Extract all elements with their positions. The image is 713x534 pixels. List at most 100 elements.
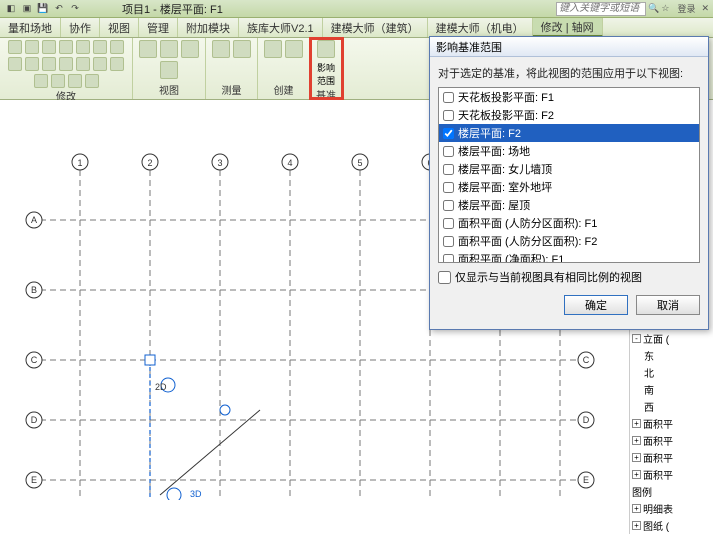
tree-item[interactable]: 南 [630, 381, 713, 398]
tree-item[interactable]: +面积平 [630, 415, 713, 432]
list-item[interactable]: 楼层平面: F2 [439, 124, 699, 142]
list-item-label: 面积平面 (净面积): F1 [458, 251, 564, 263]
tree-item[interactable]: +图纸 ( [630, 517, 713, 534]
ribbon-icon[interactable] [160, 61, 178, 79]
ribbon-icon[interactable] [76, 57, 90, 71]
list-item[interactable]: 面积平面 (净面积): F1 [439, 250, 699, 263]
tree-expander-icon[interactable]: + [632, 504, 641, 513]
list-item[interactable]: 面积平面 (人防分区面积): F1 [439, 214, 699, 232]
search-icon[interactable]: 🔍 [648, 3, 659, 14]
ribbon-icon[interactable] [233, 40, 251, 58]
tree-item[interactable]: 图例 [630, 483, 713, 500]
tree-expander-icon[interactable]: + [632, 470, 641, 479]
ribbon-icon[interactable] [285, 40, 303, 58]
ribbon-icon[interactable] [160, 40, 178, 58]
list-item-checkbox[interactable] [443, 110, 454, 121]
tree-expander-icon[interactable]: + [632, 453, 641, 462]
open-icon[interactable]: ▣ [20, 2, 34, 16]
list-item-checkbox[interactable] [443, 146, 454, 157]
tab-0[interactable]: 量和场地 [0, 18, 61, 37]
tree-expander-icon[interactable]: + [632, 521, 641, 530]
ribbon-group-基准: 影响 范围基准 [310, 38, 343, 99]
tree-expander-icon[interactable]: + [632, 436, 641, 445]
redo-icon[interactable]: ↷ [68, 2, 82, 16]
star-icon[interactable]: ☆ [661, 3, 669, 14]
ribbon-icon[interactable] [317, 40, 335, 58]
tree-item[interactable]: 东 [630, 347, 713, 364]
list-item[interactable]: 楼层平面: 屋顶 [439, 196, 699, 214]
tab-3[interactable]: 管理 [139, 18, 178, 37]
login-link[interactable]: 登录 [677, 2, 695, 15]
cancel-button[interactable]: 取消 [636, 295, 700, 315]
list-item-checkbox[interactable] [443, 200, 454, 211]
list-item[interactable]: 面积平面 (人防分区面积): F2 [439, 232, 699, 250]
views-listbox[interactable]: 天花板投影平面: F1天花板投影平面: F2 楼层平面: F2楼层平面: 场地楼层… [438, 87, 700, 263]
project-browser[interactable]: -立面 (东北南西+面积平+面积平+面积平+面积平图例+明细表+图纸 ( [629, 330, 713, 534]
tab-4[interactable]: 附加模块 [178, 18, 239, 37]
ribbon-icon[interactable] [68, 74, 82, 88]
same-scale-checkbox[interactable] [438, 271, 451, 284]
ribbon-icon[interactable] [181, 40, 199, 58]
tab-6[interactable]: 建模大师（建筑） [323, 18, 428, 37]
tree-expander-icon[interactable]: + [632, 419, 641, 428]
ribbon-icon[interactable] [34, 74, 48, 88]
tree-item[interactable]: 北 [630, 364, 713, 381]
list-item-label: 天花板投影平面: F2 [458, 107, 554, 123]
tab-2[interactable]: 视图 [100, 18, 139, 37]
save-icon[interactable]: 💾 [36, 2, 50, 16]
ribbon-icon[interactable] [25, 40, 39, 54]
ribbon-icon[interactable] [139, 40, 157, 58]
ribbon-icon[interactable] [42, 57, 56, 71]
ribbon-icon[interactable] [59, 40, 73, 54]
list-item-checkbox[interactable] [443, 236, 454, 247]
close-icon[interactable]: ✕ [701, 3, 709, 14]
ribbon-icon[interactable] [8, 40, 22, 54]
list-item[interactable]: 天花板投影平面: F1 [439, 88, 699, 106]
list-item[interactable]: 天花板投影平面: F2 [439, 106, 699, 124]
tree-label: 南 [644, 382, 654, 397]
undo-icon[interactable]: ↶ [52, 2, 66, 16]
ribbon-icon[interactable] [110, 57, 124, 71]
tree-item[interactable]: +面积平 [630, 432, 713, 449]
ribbon-icon[interactable] [76, 40, 90, 54]
tree-item[interactable]: +面积平 [630, 466, 713, 483]
same-scale-checkbox-row[interactable]: 仅显示与当前视图具有相同比例的视图 [438, 269, 700, 285]
svg-text:4: 4 [287, 158, 292, 168]
ribbon-icon[interactable] [93, 40, 107, 54]
ribbon-icon[interactable] [25, 57, 39, 71]
same-scale-label: 仅显示与当前视图具有相同比例的视图 [455, 269, 642, 285]
list-item[interactable]: 楼层平面: 场地 [439, 142, 699, 160]
ribbon-icon[interactable] [212, 40, 230, 58]
list-item-checkbox[interactable] [443, 92, 454, 103]
ribbon-icon[interactable] [264, 40, 282, 58]
tree-item[interactable]: 西 [630, 398, 713, 415]
list-item-checkbox[interactable] [443, 254, 454, 264]
ribbon-icon[interactable] [59, 57, 73, 71]
ribbon-icon[interactable] [93, 57, 107, 71]
tree-item[interactable]: +面积平 [630, 449, 713, 466]
tree-item[interactable]: +明细表 [630, 500, 713, 517]
search-input[interactable] [556, 2, 646, 16]
list-item-checkbox[interactable] [443, 164, 454, 175]
list-item-label: 楼层平面: F2 [458, 125, 521, 141]
list-item-checkbox[interactable] [443, 218, 454, 229]
ribbon-icon[interactable] [51, 74, 65, 88]
list-item[interactable]: 楼层平面: 女儿墙顶 [439, 160, 699, 178]
list-item[interactable]: 楼层平面: 室外地坪 [439, 178, 699, 196]
svg-text:2: 2 [147, 158, 152, 168]
tab-1[interactable]: 协作 [61, 18, 100, 37]
ok-button[interactable]: 确定 [564, 295, 628, 315]
list-item-checkbox[interactable] [443, 182, 454, 193]
tree-expander-icon[interactable]: - [632, 334, 641, 343]
tree-item[interactable]: -立面 ( [630, 330, 713, 347]
list-item-checkbox[interactable] [443, 128, 454, 139]
svg-text:C: C [31, 355, 38, 365]
tab-5[interactable]: 族库大师V2.1 [239, 18, 323, 37]
tab-7[interactable]: 建模大师（机电） [428, 18, 533, 37]
list-item-label: 面积平面 (人防分区面积): F2 [458, 233, 597, 249]
ribbon-icon[interactable] [110, 40, 124, 54]
ribbon-icon[interactable] [42, 40, 56, 54]
ribbon-icon[interactable] [85, 74, 99, 88]
ribbon-icon[interactable] [8, 57, 22, 71]
tab-8[interactable]: 修改 | 轴网 [533, 18, 603, 37]
